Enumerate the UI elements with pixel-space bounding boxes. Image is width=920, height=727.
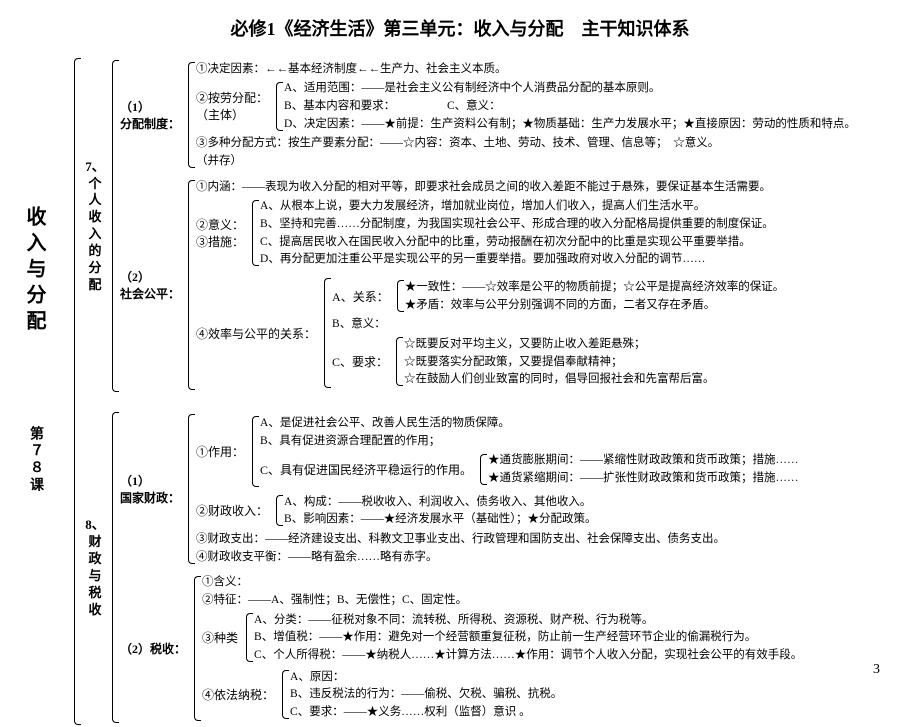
sub-vertical-label: 第７８课: [25, 426, 45, 494]
leaf-text: A、原因：: [290, 668, 900, 686]
leaf-text: C、个人所得税：——★纳税人……★计算方法……★作用：调节个人收入分配，实现社会…: [254, 646, 900, 664]
leaf-text: D、再分配更加注重公平是实现公平的另一重要举措。要加强政府对收入分配的调节……: [260, 251, 900, 269]
leaf-text: ③多种分配方式：按生产要素分配：——☆内容：资本、土地、劳动、技术、管理、信息等…: [196, 135, 900, 153]
leaf-text: ①含义：: [202, 574, 900, 592]
leaf-text: ☆既要落实分配政策，又要提倡奉献精神；: [404, 353, 900, 371]
leaf-text: ★通货膨胀期间：——紧缩性财政政策和货币政策；措施……: [488, 452, 900, 470]
node-label: （2）社会公平：: [120, 178, 184, 392]
leaf-text: B、影响因素：——★经济发展水平（基础性）；★分配政策。: [284, 511, 900, 529]
bracket-icon: [248, 414, 260, 489]
bracket-icon: [320, 276, 332, 390]
bracket-icon: [190, 574, 202, 723]
leaf-text: ③财政支出：——经济建设支出、科教文卫事业支出、行政管理和国防支出、社会保障支出…: [196, 530, 900, 548]
bracket-icon: [272, 80, 284, 133]
leaf-text: ★通货紧缩期间：——扩张性财政政策和货币政策；措施……: [488, 469, 900, 487]
node-label: ③种类: [202, 611, 242, 664]
leaf-text: B、具有促进资源合理配置的作用；: [260, 432, 900, 450]
leaf-text: C、要求：——★义务……权利（监督）意识 。: [290, 704, 900, 722]
bracket-icon: [476, 452, 488, 487]
node-label: ①作用：: [196, 414, 248, 489]
leaf-text: B、坚持和完善……分配制度，为我国实现社会公平、形成合理的收入分配格局提供重要的…: [260, 215, 900, 233]
leaf-text: ①决定因素：←←基本经济制度←←生产力、社会主义本质。: [196, 60, 900, 78]
section-7-label: 7、 个人 收入 的分 配: [82, 58, 108, 394]
bracket-icon: [184, 178, 196, 392]
leaf-text: B、违反税法的行为：——偷税、欠税、骗税、抗税。: [290, 686, 900, 704]
bracket-icon: [248, 198, 260, 269]
bracket-icon: [392, 335, 404, 388]
node-label: （2）税收：: [120, 574, 190, 723]
bracket-icon: [70, 56, 82, 727]
leaf-text: A、分类：——征税对象不同：流转税、所得税、资源税、财产税、行为税等。: [254, 611, 900, 629]
leaf-text: C、提高居民收入在国民收入分配中的比重，劳动报酬在初次分配中的比重是实现公平重要…: [260, 233, 900, 251]
node-label: ②财政收入：: [196, 493, 272, 528]
node-label: （1）国家财政：: [120, 412, 184, 565]
leaf-text: ①内涵：——表现为收入分配的相对平等，即要求社会成员之间的收入差距不能过于悬殊，…: [196, 178, 900, 196]
leaf-text: ★矛盾：效率与公平分别强调不同的方面，二者又存在矛盾。: [405, 296, 900, 314]
bracket-icon: [108, 58, 120, 394]
leaf-text: A、适用范围：——是社会主义公有制经济中个人消费品分配的基本原则。: [284, 80, 900, 98]
node-label: ②按劳分配：（主体）: [196, 80, 272, 133]
node-label: A、关系：: [332, 278, 393, 313]
node-label: C、具有促进国民经济平稳运行的作用。: [260, 452, 476, 487]
node-label: ④依法纳税：: [202, 668, 278, 721]
node-label: C、要求：: [332, 335, 392, 388]
page-title: 必修1《经济生活》第三单元：收入与分配 主干知识体系: [20, 15, 900, 41]
leaf-text: B、增值税：——★作用：避免对一个经营额重复征税，防止前一生产经营环节企业的偷漏…: [254, 629, 900, 647]
bracket-icon: [184, 412, 196, 565]
bracket-icon: [184, 60, 196, 170]
diagram-root: 收入与分配 第７８课 7、 个人 收入 的分 配 （1）分配制度：: [20, 56, 900, 727]
section-8-label: 8、 财政 与税 收: [82, 410, 108, 725]
node-label: （1）分配制度：: [120, 60, 184, 170]
bracket-icon: [108, 410, 120, 725]
bracket-icon: [272, 493, 284, 528]
leaf-text: ☆既要反对平均主义，又要防止收入差距悬殊；: [404, 335, 900, 353]
leaf-text: ☆在鼓励人们创业致富的同时，倡导回报社会和先富帮后富。: [404, 371, 900, 389]
leaf-text: B、意义：: [332, 316, 900, 334]
leaf-text: ★一致性：——☆效率是公平的物质前提；☆公平是提高经济效率的保证。: [405, 278, 900, 296]
leaf-text: D、决定因素：——★前提：生产资料公有制；★物质基础：生产力发展水平；★直接原因…: [284, 115, 900, 133]
page-number: 3: [873, 662, 880, 678]
bracket-icon: [242, 611, 254, 664]
leaf-text: A、是促进社会公平、改善人民生活的物质保障。: [260, 414, 900, 432]
bracket-icon: [393, 278, 405, 313]
leaf-text: A、从根本上说，要大力发展经济，增加就业岗位，增加人们收入，提高人们生活水平。: [260, 198, 900, 216]
leaf-text: ②特征：——A、强制性；B、无偿性；C、固定性。: [202, 591, 900, 609]
leaf-text: （并存）: [196, 152, 900, 170]
main-vertical-label: 收入与分配: [20, 206, 49, 336]
node-label: ②意义：③措施：: [196, 198, 248, 269]
leaf-text: ④财政收支平衡：——略有盈余……略有赤字。: [196, 548, 900, 566]
bracket-icon: [278, 668, 290, 721]
leaf-text: B、基本内容和要求： C、意义：: [284, 97, 900, 115]
leaf-text: A、构成：——税收收入、利润收入、债务收入、其他收入。: [284, 493, 900, 511]
node-label: ④效率与公平的关系：: [196, 276, 320, 390]
